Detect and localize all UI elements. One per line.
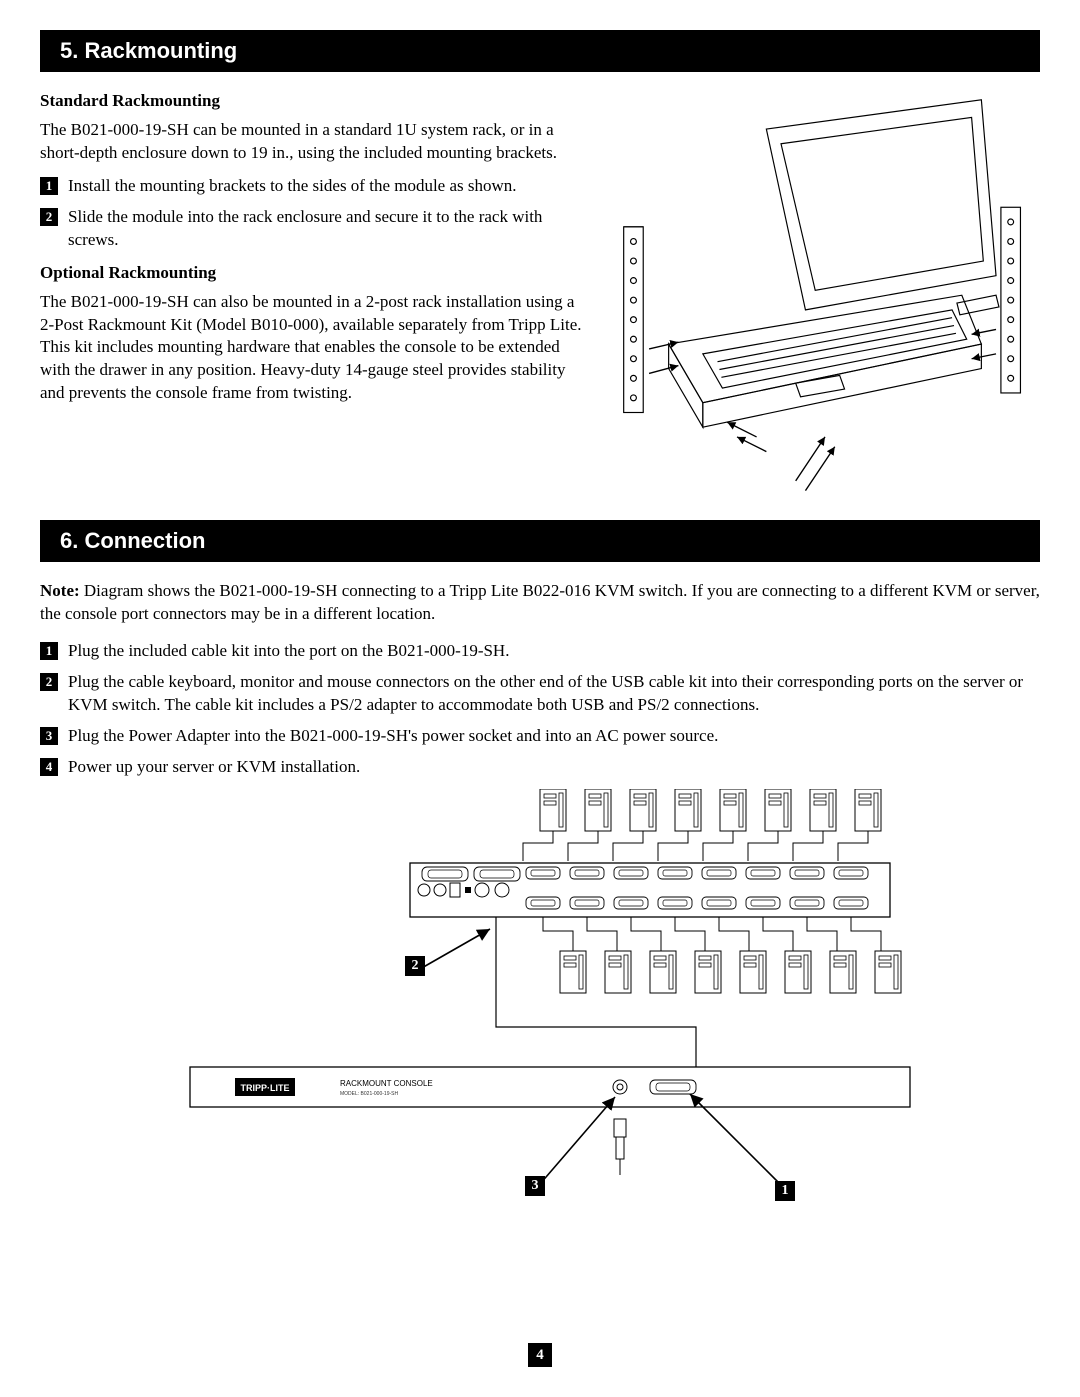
step-text: Plug the Power Adapter into the B021-000…	[68, 725, 1040, 748]
step-number: 2	[40, 673, 58, 691]
step-number: 1	[40, 642, 58, 660]
connection-step-2: 2 Plug the cable keyboard, monitor and m…	[40, 671, 1040, 717]
step-text: Plug the cable keyboard, monitor and mou…	[68, 671, 1040, 717]
console-model: MODEL: B021-000-19-SH	[340, 1091, 398, 1097]
console-brand: TRIPP·LITE	[241, 1083, 290, 1093]
rackmounting-block: Standard Rackmounting The B021-000-19-SH…	[40, 90, 1040, 500]
connection-step-1: 1 Plug the included cable kit into the p…	[40, 640, 1040, 663]
step-text: Install the mounting brackets to the sid…	[68, 175, 590, 198]
diagram-callout-1: 1	[775, 1181, 795, 1201]
connection-diagram: TRIPP·LITE RACKMOUNT CONSOLE MODEL: B021…	[40, 789, 1040, 1229]
step-text: Plug the included cable kit into the por…	[68, 640, 1040, 663]
page-number: 4	[528, 1343, 552, 1367]
standard-heading: Standard Rackmounting	[40, 90, 590, 113]
optional-body: The B021-000-19-SH can also be mounted i…	[40, 291, 590, 406]
rack-drawing-svg	[610, 90, 1040, 500]
step-number: 2	[40, 208, 58, 226]
rackmounting-illustration	[610, 90, 1040, 500]
diagram-callout-3: 3	[525, 1176, 545, 1196]
note-label: Note:	[40, 581, 80, 600]
connection-step-4: 4 Power up your server or KVM installati…	[40, 756, 1040, 779]
step-text: Slide the module into the rack enclosure…	[68, 206, 590, 252]
rackmounting-text: Standard Rackmounting The B021-000-19-SH…	[40, 90, 590, 500]
rackmount-console	[190, 1067, 910, 1107]
power-adapter-icon	[614, 1119, 626, 1175]
connection-step-3: 3 Plug the Power Adapter into the B021-0…	[40, 725, 1040, 748]
top-computers	[540, 789, 881, 831]
connection-diagram-svg: TRIPP·LITE RACKMOUNT CONSOLE MODEL: B021…	[40, 789, 1040, 1229]
step-text: Power up your server or KVM installation…	[68, 756, 1040, 779]
step-number: 3	[40, 727, 58, 745]
diagram-callout-2: 2	[405, 956, 425, 976]
standard-step-2: 2 Slide the module into the rack enclosu…	[40, 206, 590, 252]
standard-step-1: 1 Install the mounting brackets to the s…	[40, 175, 590, 198]
section-5-header: 5. Rackmounting	[40, 30, 1040, 72]
standard-intro: The B021-000-19-SH can be mounted in a s…	[40, 119, 590, 165]
console-label: RACKMOUNT CONSOLE	[340, 1079, 433, 1088]
optional-heading: Optional Rackmounting	[40, 262, 590, 285]
bottom-computers	[560, 951, 901, 993]
connection-note: Note: Diagram shows the B021-000-19-SH c…	[40, 580, 1040, 626]
note-text: Diagram shows the B021-000-19-SH connect…	[40, 581, 1040, 623]
step-number: 1	[40, 177, 58, 195]
section-6-header: 6. Connection	[40, 520, 1040, 562]
step-number: 4	[40, 758, 58, 776]
